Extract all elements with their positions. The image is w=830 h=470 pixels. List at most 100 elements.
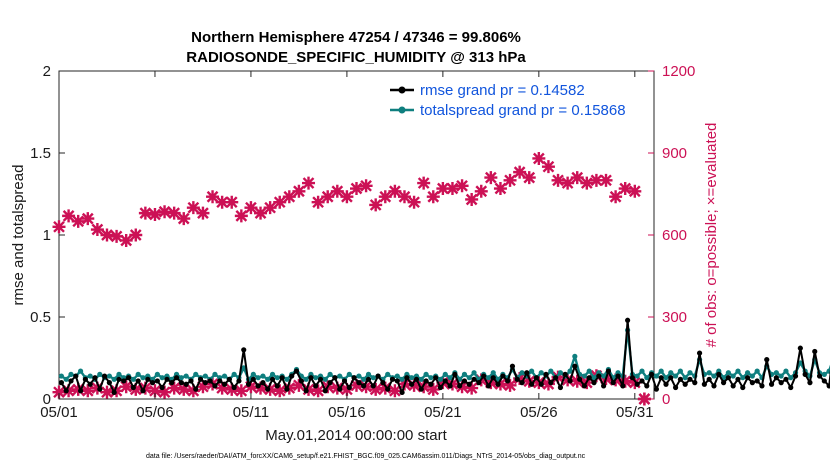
rmse-point <box>744 375 751 381</box>
totalspread-point <box>437 376 444 382</box>
rmse-point <box>562 371 568 377</box>
totalspread-point <box>178 375 184 381</box>
totalspread-point <box>557 370 564 376</box>
rmse-point <box>313 383 319 389</box>
rmse-point <box>351 375 357 381</box>
rmse-point <box>505 378 511 384</box>
evaluated_obs-point <box>570 374 584 388</box>
possible_obs-point <box>493 182 507 196</box>
possible_obs-point <box>225 195 239 209</box>
legend-box <box>386 79 649 121</box>
y-axis-label: rmse and totalspread <box>10 165 27 306</box>
evaluated_obs-point <box>445 377 459 391</box>
rmse-point <box>293 368 300 374</box>
evaluated_obs-point <box>330 381 344 395</box>
totalspread-point <box>361 376 367 382</box>
totalspread-point <box>409 375 415 381</box>
possible_obs-point <box>52 220 66 234</box>
totalspread-point <box>135 371 141 377</box>
possible_obs-point <box>148 208 162 221</box>
possible_obs-point <box>110 229 124 243</box>
legend-totalspread-label: totalspread grand pr = 0.15868 <box>420 102 626 119</box>
evaluated_obs-point <box>340 382 354 396</box>
rmse-point <box>298 378 304 384</box>
totalspread-point <box>821 371 827 377</box>
totalspread-point <box>428 375 434 381</box>
rmse-point <box>711 383 717 389</box>
x-tick-label: 05/11 <box>233 404 269 421</box>
totalspread-point <box>193 371 199 377</box>
rmse-point <box>807 380 813 386</box>
totalspread-point <box>744 370 751 376</box>
totalspread-point <box>250 371 256 377</box>
rmse-point <box>677 376 683 382</box>
possible_obs-point <box>158 205 172 219</box>
rmse-point <box>169 380 175 386</box>
rmse-point <box>135 378 141 384</box>
totalspread-point <box>485 375 492 381</box>
rmse-point <box>217 378 223 384</box>
totalspread-point <box>63 376 69 382</box>
rmse-point <box>250 376 256 382</box>
x-tick-label: 05/16 <box>328 404 366 421</box>
possible_obs-point <box>186 201 200 215</box>
rmse-point <box>130 384 136 391</box>
totalspread-point <box>77 368 84 374</box>
totalspread-point <box>586 368 592 374</box>
evaluated_obs-point <box>196 380 210 394</box>
totalspread-point <box>687 370 693 376</box>
totalspread-point <box>303 376 309 382</box>
rmse-point <box>548 380 554 386</box>
rmse-point <box>529 381 535 387</box>
legend-rmse-label: rmse grand pr = 0.14582 <box>420 82 585 99</box>
rmse-point <box>687 376 693 382</box>
rmse-point <box>361 383 367 389</box>
rmse-point <box>423 378 429 384</box>
evaluated_obs-point <box>637 392 651 406</box>
totalspread-point <box>106 373 112 379</box>
totalspread-point <box>269 371 276 377</box>
possible_obs-point <box>532 151 546 165</box>
evaluated_obs-point <box>254 381 268 395</box>
rmse-point <box>634 381 640 387</box>
rmse-point <box>433 375 439 381</box>
possible_obs-point <box>484 171 498 185</box>
totalspread-point <box>711 373 717 379</box>
rmse-line <box>60 319 830 394</box>
evaluated_obs-point <box>177 382 191 396</box>
totalspread-point <box>773 370 779 376</box>
rmse-point <box>452 371 458 377</box>
totalspread-point <box>788 375 794 381</box>
totalspread-point <box>653 373 660 379</box>
rmse-point <box>716 371 722 377</box>
rmse-point <box>706 376 712 382</box>
possible_obs-point <box>522 171 536 185</box>
data-file-footnote: data file: /Users/raeder/DAI/ATM_forcXX/… <box>146 453 586 460</box>
evaluated_obs-point <box>561 373 575 387</box>
possible_obs-point <box>580 176 594 190</box>
evaluated_obs-point <box>167 381 181 395</box>
rmse-point <box>567 378 573 384</box>
rmse-point <box>183 381 189 387</box>
totalspread-point <box>68 371 74 377</box>
evaluated_obs-point <box>81 384 95 398</box>
totalspread-point <box>826 368 830 374</box>
rmse-point <box>730 383 736 389</box>
possible_obs-point <box>167 206 181 220</box>
rmse-point <box>221 381 228 387</box>
totalspread-point <box>529 368 535 374</box>
rmse-point <box>178 380 184 386</box>
rmse-point <box>241 347 247 353</box>
totalspread-point <box>548 368 554 374</box>
totalspread-point <box>130 376 136 382</box>
totalspread-point <box>682 375 688 381</box>
rmse-point <box>121 378 127 384</box>
chart-subtitle: RADIOSONDE_SPECIFIC_HUMIDITY @ 313 hPa <box>186 49 526 66</box>
evaluated_obs-point <box>503 378 517 392</box>
rmse-point <box>193 386 199 392</box>
rmse-point <box>495 381 501 387</box>
totalspread-point <box>337 373 343 379</box>
possible_obs-point <box>407 195 421 209</box>
